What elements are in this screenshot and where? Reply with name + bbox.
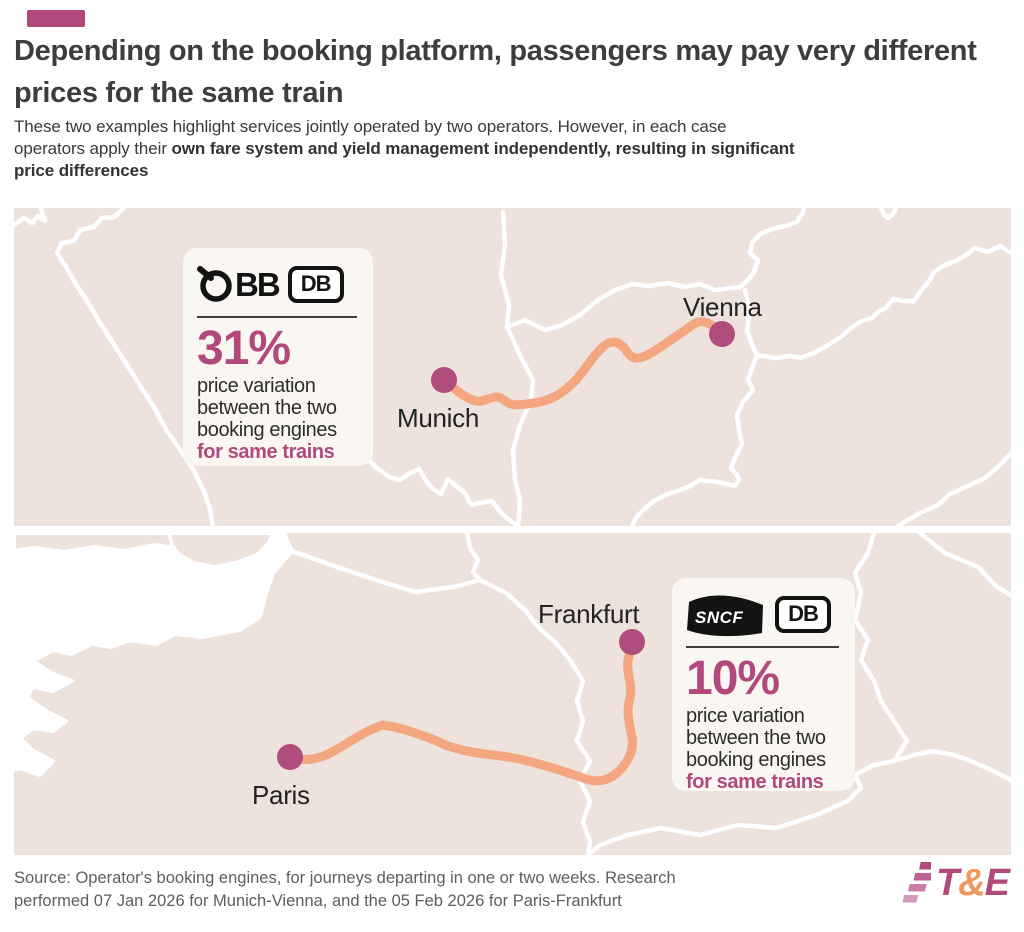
operator-logos: BB DB [197,261,361,307]
te-letter-e: E [984,862,1010,904]
oebb-wordmark: BB [235,265,281,303]
city-label-frankfurt: Frankfurt [538,599,640,629]
sncf-letters: SNCF [695,607,744,627]
stat-line: booking engines [686,749,826,771]
stat-card-obb-db: BB DB 31% price variation between the tw… [183,248,373,466]
country-borders [289,533,1011,855]
db-letters: DB [300,271,332,296]
england-coast [14,533,278,569]
source-line-1: Source: Operator's booking engines, for … [14,869,676,887]
page-title: Depending on the booking platform, passe… [14,30,977,114]
city-dot-munich [431,367,457,393]
subtitle-line-3-bold: price differences [14,161,149,180]
subtitle-line-2: operators apply their own fare system an… [14,138,795,160]
route-paris-frankfurt [285,637,637,786]
subtitle-line-1: These two examples highlight services jo… [14,117,727,136]
db-logo: DB [287,265,344,303]
te-wordmark: T&E [935,861,1010,905]
map-munich-vienna: Munich Vienna BB DB 31% price variation … [14,208,1011,526]
stat-line: between the two [686,727,826,749]
subtitle-line-2-regular: operators apply their [14,139,172,158]
route-munich-vienna [439,317,727,410]
oebb-circle-icon [197,266,232,302]
title-line-2: prices for the same train [14,77,344,109]
city-dot-frankfurt [619,629,645,655]
te-logo: T&E [897,861,1010,905]
card-divider [197,316,357,318]
stat-highlight: for same trains [686,771,824,793]
operator-logos: SNCF DB [686,591,843,637]
source-line-2: performed 07 Jan 2026 for Munich-Vienna,… [14,891,622,910]
map-paris-frankfurt-svg [14,533,1011,855]
subtitle-line-3: price differences [14,160,795,182]
stat-highlight: for same trains [197,441,335,463]
accent-dash [27,10,85,27]
source-note: Source: Operator's booking engines, for … [14,867,676,912]
stat-line: price variation [686,705,805,727]
city-dot-vienna [709,321,735,347]
city-label-paris: Paris [252,780,310,810]
db-logo: DB [775,595,831,633]
stat-line: between the two [197,397,337,419]
stat-line: booking engines [197,419,337,441]
country-borders [14,208,1011,526]
te-letter-t: T [935,862,959,904]
subtitle-line-2-bold: own fare system and yield management ind… [171,139,795,158]
map-munich-vienna-svg [14,208,1011,526]
oebb-logo: BB [197,263,281,305]
city-dot-paris [277,744,303,770]
page-subtitle: These two examples highlight services jo… [14,116,795,182]
stat-card-sncf-db: SNCF DB 10% price variation between the … [672,578,855,793]
city-label-vienna: Vienna [683,292,762,322]
city-label-munich: Munich [397,403,480,433]
stat-line: price variation [197,375,316,397]
sncf-shape-icon [687,595,763,636]
sncf-logo: SNCF [686,592,766,637]
card-divider [686,646,839,648]
title-line-1: Depending on the booking platform, passe… [14,35,977,67]
map-paris-frankfurt: Paris Frankfurt SNCF DB 10% price variat… [14,533,1011,855]
stat-value: 31% [197,322,291,375]
db-letters: DB [788,601,819,626]
stat-value: 10% [686,652,780,705]
te-ampersand: & [958,862,985,904]
te-stripes-icon [902,862,931,903]
sea-channel [14,533,294,777]
